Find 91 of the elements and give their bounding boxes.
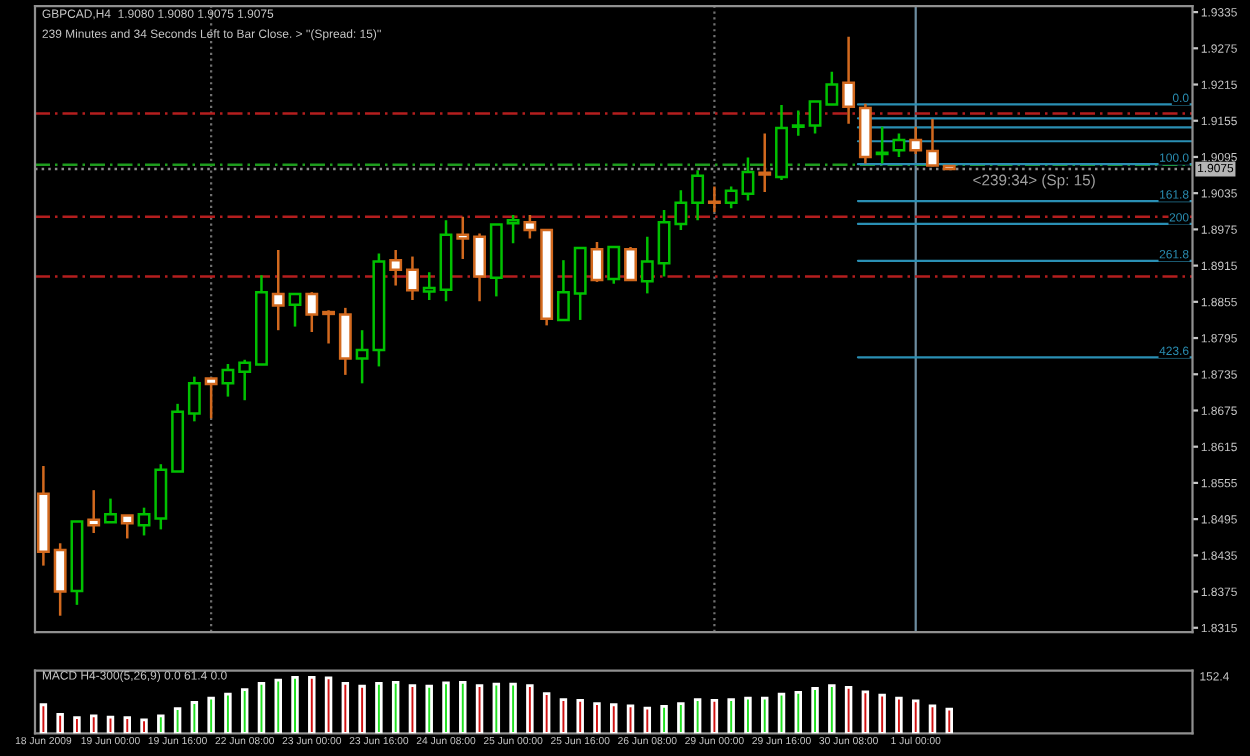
- candlestick: [707, 185, 721, 214]
- candlestick: [456, 215, 470, 261]
- bar: [794, 691, 803, 734]
- bar: [358, 684, 366, 734]
- bar: [844, 685, 853, 734]
- candlestick: [422, 271, 436, 302]
- candlestick: [791, 109, 805, 138]
- candlestick: [87, 488, 101, 535]
- bar: [425, 684, 433, 734]
- bar: [492, 682, 501, 734]
- candlestick: [926, 117, 939, 168]
- candlestick: [556, 258, 570, 322]
- candlestick: [120, 514, 134, 540]
- candlestick: [221, 362, 235, 398]
- bar: [459, 680, 467, 734]
- candlestick: [607, 245, 621, 285]
- candlestick: [758, 132, 772, 194]
- bar: [643, 706, 652, 734]
- candlestick: [338, 306, 352, 377]
- candlestick: [288, 292, 302, 328]
- bar: [391, 680, 400, 734]
- bar: [928, 704, 937, 734]
- bar: [760, 696, 769, 734]
- candlestick: [204, 377, 218, 420]
- bar: [56, 712, 64, 734]
- bar: [240, 688, 249, 734]
- candlestick: [624, 245, 637, 282]
- bar: [39, 703, 48, 734]
- bar: [509, 682, 517, 734]
- candlestick: [406, 255, 419, 302]
- bar: [727, 698, 735, 734]
- bar: [106, 715, 115, 734]
- candlestick: [271, 248, 285, 332]
- bar: [677, 702, 685, 734]
- bar: [559, 698, 568, 734]
- bar: [224, 692, 232, 734]
- bar: [140, 718, 148, 734]
- candlestick: [389, 248, 403, 287]
- candlestick: [473, 232, 486, 303]
- candlestick: [724, 185, 738, 210]
- bar: [576, 698, 584, 734]
- bar: [308, 675, 316, 734]
- bar: [173, 707, 182, 734]
- bar: [73, 716, 81, 734]
- bar: [274, 678, 282, 734]
- bar: [291, 675, 299, 734]
- candlestick: [506, 213, 520, 245]
- bar: [593, 702, 601, 734]
- bar: [811, 687, 819, 734]
- bar: [861, 690, 870, 734]
- bar: [693, 698, 702, 734]
- bar: [710, 698, 719, 734]
- bar: [341, 682, 350, 734]
- candlestick: [590, 240, 604, 284]
- bar: [526, 684, 534, 734]
- bar: [442, 681, 450, 734]
- bar: [207, 696, 215, 734]
- bar: [660, 705, 668, 734]
- bar: [945, 707, 953, 734]
- bar: [777, 692, 786, 734]
- candlestick: [305, 290, 319, 334]
- bar: [123, 716, 131, 734]
- candlestick: [523, 213, 537, 240]
- candlestick: [53, 542, 67, 617]
- bar: [89, 714, 98, 734]
- candlestick: [640, 235, 654, 295]
- candlestick: [691, 168, 705, 222]
- bar: [911, 699, 920, 734]
- bar: [542, 692, 551, 734]
- bar: [375, 682, 383, 734]
- candlestick: [238, 358, 252, 402]
- candlestick: [137, 506, 151, 537]
- bar: [324, 676, 333, 734]
- bar: [626, 704, 635, 734]
- bar: [744, 696, 752, 734]
- bar: [157, 714, 165, 734]
- bar: [475, 684, 484, 734]
- candlestick: [573, 246, 587, 322]
- candlestick: [741, 156, 755, 202]
- bar: [878, 693, 886, 734]
- candlestick: [104, 497, 117, 524]
- bar: [408, 684, 417, 734]
- candlestick: [842, 35, 856, 126]
- bar: [257, 682, 266, 734]
- bar: [190, 701, 199, 734]
- bar: [610, 703, 618, 734]
- candlestick: [187, 375, 201, 423]
- bar: [895, 696, 903, 734]
- candlestick: [909, 125, 923, 156]
- candlestick: [322, 309, 336, 345]
- bar: [828, 684, 836, 734]
